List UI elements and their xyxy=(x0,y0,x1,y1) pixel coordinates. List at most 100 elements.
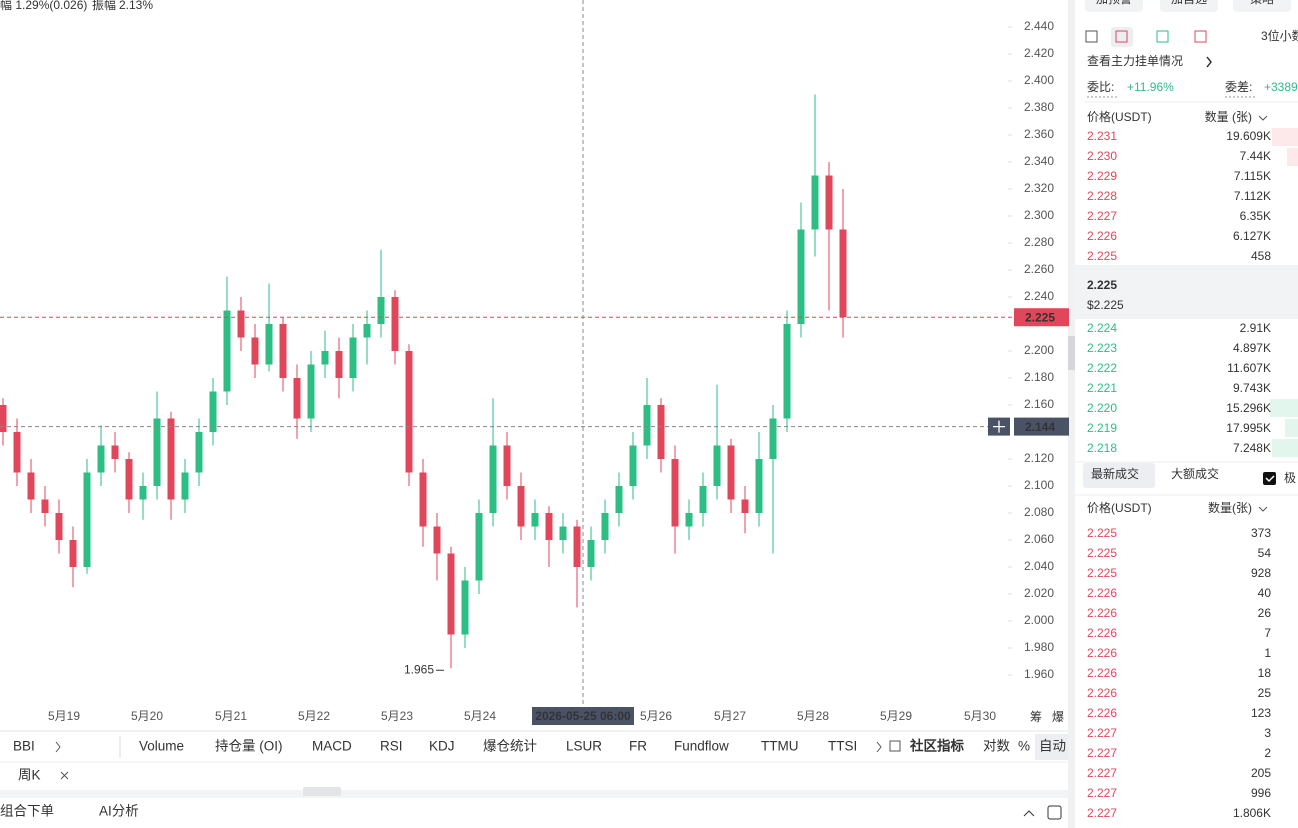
indicator-tab[interactable]: LSUR xyxy=(566,739,602,754)
candle-body xyxy=(643,405,651,446)
amount-cell: 6.35K xyxy=(1240,209,1271,223)
depth-shade xyxy=(1270,399,1298,417)
crosshair-plus xyxy=(993,420,1005,433)
community-indicators[interactable]: 社区指标 xyxy=(909,738,964,754)
indicator-tab[interactable]: 爆仓统计 xyxy=(483,739,537,754)
period-tag[interactable]: 周K xyxy=(18,768,41,783)
view-icon-bg xyxy=(1111,27,1133,47)
candle-body xyxy=(265,324,273,365)
candle-body xyxy=(433,526,441,554)
bottom-tab[interactable]: AI分析 xyxy=(99,804,139,819)
amount-cell: 3 xyxy=(1264,726,1271,740)
crosshair-price: 2.144 xyxy=(1025,420,1055,434)
side-tab[interactable]: 爆 xyxy=(1052,710,1064,724)
y-tick-label: 2.200 xyxy=(1024,343,1054,357)
sidebar-button[interactable] xyxy=(1085,0,1143,12)
amount-cell: 54 xyxy=(1258,546,1272,560)
sidebar-button-label[interactable]: 加自选 xyxy=(1171,0,1207,6)
y-tick-label: 2.180 xyxy=(1024,370,1054,384)
y-tick-label: 2.420 xyxy=(1024,46,1054,60)
price-cell: 2.228 xyxy=(1087,189,1117,203)
x-tick-label: 5月23 xyxy=(381,709,413,723)
indicator-tab[interactable]: MACD xyxy=(312,739,352,754)
candle-body xyxy=(363,324,371,338)
price-cell: 2.231 xyxy=(1087,129,1117,143)
price-cell: 2.227 xyxy=(1087,806,1117,820)
indicator-tab[interactable]: RSI xyxy=(380,739,403,754)
amount-cell: 2 xyxy=(1264,746,1271,760)
trade-tab[interactable]: 大额成交 xyxy=(1171,466,1219,481)
candle-body xyxy=(321,351,329,365)
y-tick-label: 2.280 xyxy=(1024,235,1054,249)
depth-shade xyxy=(1287,148,1298,166)
candle-body xyxy=(83,472,91,567)
candle-body xyxy=(13,432,21,473)
low-marker-label: 1.965 xyxy=(404,662,434,676)
indicator-tab[interactable]: KDJ xyxy=(429,739,455,754)
trade-tab[interactable]: 最新成交 xyxy=(1091,466,1139,481)
price-cell: 2.225 xyxy=(1087,546,1117,560)
ratio-label: 委比: xyxy=(1087,80,1114,94)
price-cell: 2.225 xyxy=(1087,249,1117,263)
splitter[interactable] xyxy=(1068,0,1075,828)
view-icon[interactable] xyxy=(1194,30,1207,43)
candle-body xyxy=(209,391,217,432)
main-orders-link[interactable]: 查看主力挂单情况 xyxy=(1087,54,1183,68)
bottom-tab[interactable]: 组合下单 xyxy=(0,804,54,819)
x-tick-label: 5月29 xyxy=(880,709,912,723)
indicator-tab[interactable]: BBI xyxy=(13,739,35,754)
indicator-tab[interactable]: 持仓量 (OI) xyxy=(215,739,283,754)
view-icon[interactable] xyxy=(1156,30,1169,43)
candle-body xyxy=(559,526,567,540)
candle-body xyxy=(181,472,189,500)
amount-cell: 18 xyxy=(1258,666,1272,680)
checkmark xyxy=(1265,475,1275,483)
candle-body xyxy=(293,378,301,419)
edit-icon xyxy=(889,740,901,752)
sidebar-button[interactable] xyxy=(1160,0,1218,12)
y-tick-label: 2.040 xyxy=(1024,559,1054,573)
tab-bg xyxy=(1083,463,1155,488)
candle-body xyxy=(27,472,35,500)
decimals[interactable]: 3位小数 xyxy=(1261,28,1298,43)
candle-body xyxy=(727,445,735,500)
splitter-handle[interactable] xyxy=(1068,336,1075,370)
percent-scale[interactable]: % xyxy=(1018,739,1030,754)
indicator-tab[interactable]: TTSI xyxy=(828,739,857,754)
indicator-tab[interactable]: Volume xyxy=(139,739,184,754)
candle-body xyxy=(223,310,231,392)
candle-body xyxy=(111,445,119,459)
sidebar-button-label[interactable]: 策略 xyxy=(1250,0,1274,6)
sidebar-button[interactable] xyxy=(1233,0,1291,12)
auto-bg xyxy=(1035,734,1068,760)
collapse-up[interactable] xyxy=(1023,810,1035,817)
log-scale[interactable]: 对数 xyxy=(983,739,1011,754)
collapse-handle[interactable] xyxy=(303,787,341,796)
sidebar-button-label[interactable]: 加预警 xyxy=(1096,0,1132,6)
side-tab[interactable]: 筹 xyxy=(1030,710,1042,724)
chevron xyxy=(876,741,882,753)
auto-scale[interactable]: 自动 xyxy=(1039,739,1066,754)
close-icon[interactable] xyxy=(60,771,69,780)
candle-body xyxy=(489,445,497,513)
amount-cell: 17.995K xyxy=(1226,421,1271,435)
extreme-filter[interactable]: 极 xyxy=(1284,471,1296,485)
amount-cell: 26 xyxy=(1258,606,1272,620)
column-header: 数量 (张) xyxy=(1205,109,1252,124)
price-cell: 2.225 xyxy=(1087,566,1117,580)
price-cell: 2.226 xyxy=(1087,646,1117,660)
price-cell: 2.226 xyxy=(1087,706,1117,720)
checkbox[interactable] xyxy=(1263,472,1276,485)
amount-cell: 2.91K xyxy=(1240,321,1271,335)
amount-cell: 9.743K xyxy=(1233,381,1271,395)
amount-cell: 123 xyxy=(1251,706,1271,720)
view-icon[interactable] xyxy=(1085,30,1098,43)
amount-cell: 7.248K xyxy=(1233,441,1271,455)
amount-cell: 7.44K xyxy=(1240,149,1271,163)
indicator-tab[interactable]: FR xyxy=(629,739,647,754)
indicator-tab[interactable]: Fundflow xyxy=(674,739,729,754)
expand-icon[interactable] xyxy=(1047,805,1062,820)
indicator-tab[interactable]: TTMU xyxy=(761,739,799,754)
view-icon[interactable] xyxy=(1115,30,1128,43)
